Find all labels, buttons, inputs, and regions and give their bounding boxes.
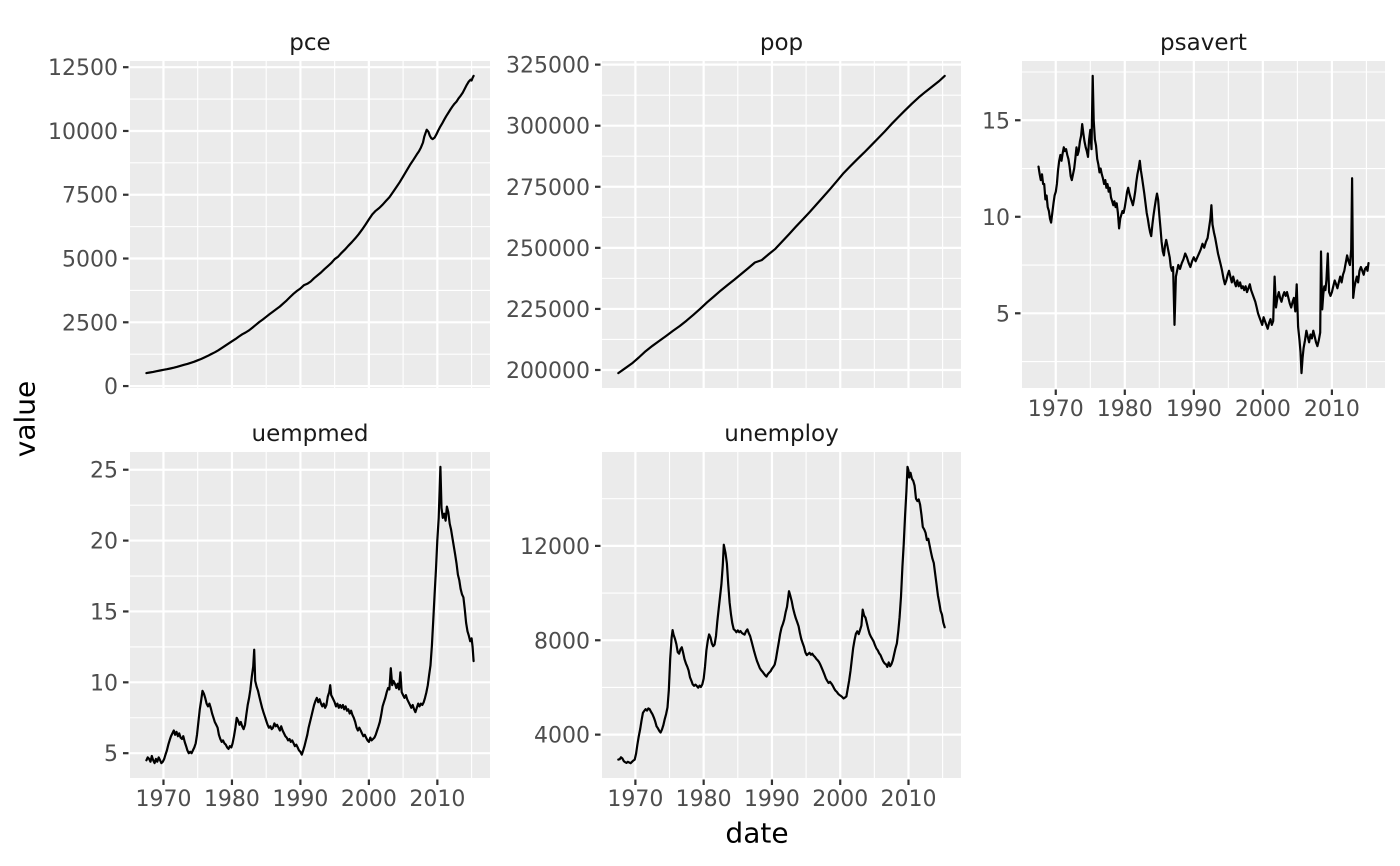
- gridlines-major-pop: [602, 61, 961, 388]
- facet-uempmed: 5 10 15 20 25 1970 1980 1990 2000 2010 uempmed: [90, 421, 490, 812]
- y-tick-label: 5: [104, 742, 118, 767]
- facet-title-pce: pce: [289, 30, 330, 56]
- y-tick-label: 8000: [534, 629, 590, 654]
- series-line-pce: [145, 74, 475, 375]
- x-axis-title: date: [725, 816, 789, 850]
- y-tick-label: 12500: [48, 56, 118, 81]
- y-tick-label: 5000: [62, 248, 118, 273]
- facet-panel-pce: [130, 61, 490, 388]
- x-tick-label: 2000: [1235, 397, 1291, 422]
- facet-title-psavert: psavert: [1160, 30, 1247, 56]
- series-line-psavert: [1037, 74, 1370, 375]
- x-tick-label: 1980: [1097, 397, 1153, 422]
- axis-uempmed: 5 10 15 20 25 1970 1980 1990 2000 2010: [90, 459, 465, 812]
- y-tick-label: 275000: [506, 176, 590, 201]
- gridlines-minor-pop: [602, 61, 961, 388]
- gridlines-major-uempmed: [130, 452, 490, 778]
- y-tick-label: 10: [982, 206, 1010, 231]
- gridlines-minor-pce: [130, 61, 490, 388]
- series-line-pop: [617, 74, 946, 375]
- y-tick-label: 7500: [62, 184, 118, 209]
- y-tick-label: 5: [996, 302, 1010, 327]
- x-tick-label: 2000: [812, 787, 868, 812]
- facet-pce: 0 2500 5000 7500 10000 12500 pce: [48, 30, 490, 400]
- y-tick-label: 15: [982, 109, 1010, 134]
- y-tick-label: 4000: [534, 724, 590, 749]
- x-tick-label: 2010: [1304, 397, 1360, 422]
- gridlines-major-psavert: [1022, 61, 1385, 388]
- x-tick-label: 1970: [1028, 397, 1084, 422]
- x-tick-label: 1990: [1166, 397, 1222, 422]
- x-tick-label: 2000: [341, 787, 397, 812]
- facet-panel-psavert: [1022, 61, 1385, 388]
- y-tick-label: 200000: [506, 359, 590, 384]
- facet-unemploy: 4000 8000 12000 1970 1980 1990 2000 2010 unemplo…: [520, 421, 961, 812]
- y-tick-label: 0: [104, 375, 118, 400]
- x-tick-label: 2010: [409, 787, 465, 812]
- series-line-unemploy: [617, 465, 946, 765]
- y-tick-label: 300000: [506, 115, 590, 140]
- facet-pop: 200000 225000 250000 275000 300000 325000 pop: [506, 30, 961, 388]
- axis-pce: 0 2500 5000 7500 10000 12500: [48, 56, 129, 400]
- x-tick-label: 1990: [272, 787, 328, 812]
- y-tick-label: 10000: [48, 120, 118, 145]
- y-tick-label: 2500: [62, 311, 118, 336]
- gridlines-major-unemploy: [602, 452, 961, 778]
- x-tick-label: 1990: [744, 787, 800, 812]
- y-tick-label: 225000: [506, 298, 590, 323]
- x-tick-label: 1970: [135, 787, 191, 812]
- y-axis-title: value: [8, 380, 42, 458]
- y-tick-label: 10: [90, 671, 118, 696]
- series-line-uempmed: [145, 465, 475, 765]
- y-tick-label: 12000: [520, 535, 590, 560]
- facet-title-uempmed: uempmed: [252, 421, 369, 447]
- x-tick-label: 1970: [607, 787, 663, 812]
- axis-psavert: 5 10 15 1970 1980 1990 2000 2010: [982, 109, 1360, 422]
- facet-panel-unemploy: [602, 452, 961, 778]
- x-tick-label: 1980: [204, 787, 260, 812]
- y-tick-label: 15: [90, 600, 118, 625]
- facet-psavert: 5 10 15 1970 1980 1990 2000 2010 psavert: [982, 30, 1385, 422]
- y-tick-label: 25: [90, 459, 118, 484]
- facet-title-pop: pop: [760, 30, 803, 56]
- gridlines-major-pce: [130, 61, 490, 388]
- x-tick-label: 2010: [880, 787, 936, 812]
- axis-pop: 200000 225000 250000 275000 300000 325000: [506, 54, 601, 384]
- y-tick-label: 250000: [506, 237, 590, 262]
- axis-unemploy: 4000 8000 12000 1970 1980 1990 2000 2010: [520, 535, 936, 812]
- x-tick-label: 1980: [676, 787, 732, 812]
- facet-title-unemploy: unemploy: [724, 421, 838, 447]
- y-tick-label: 20: [90, 530, 118, 555]
- y-tick-label: 325000: [506, 54, 590, 79]
- facet-panel-uempmed: [130, 452, 490, 778]
